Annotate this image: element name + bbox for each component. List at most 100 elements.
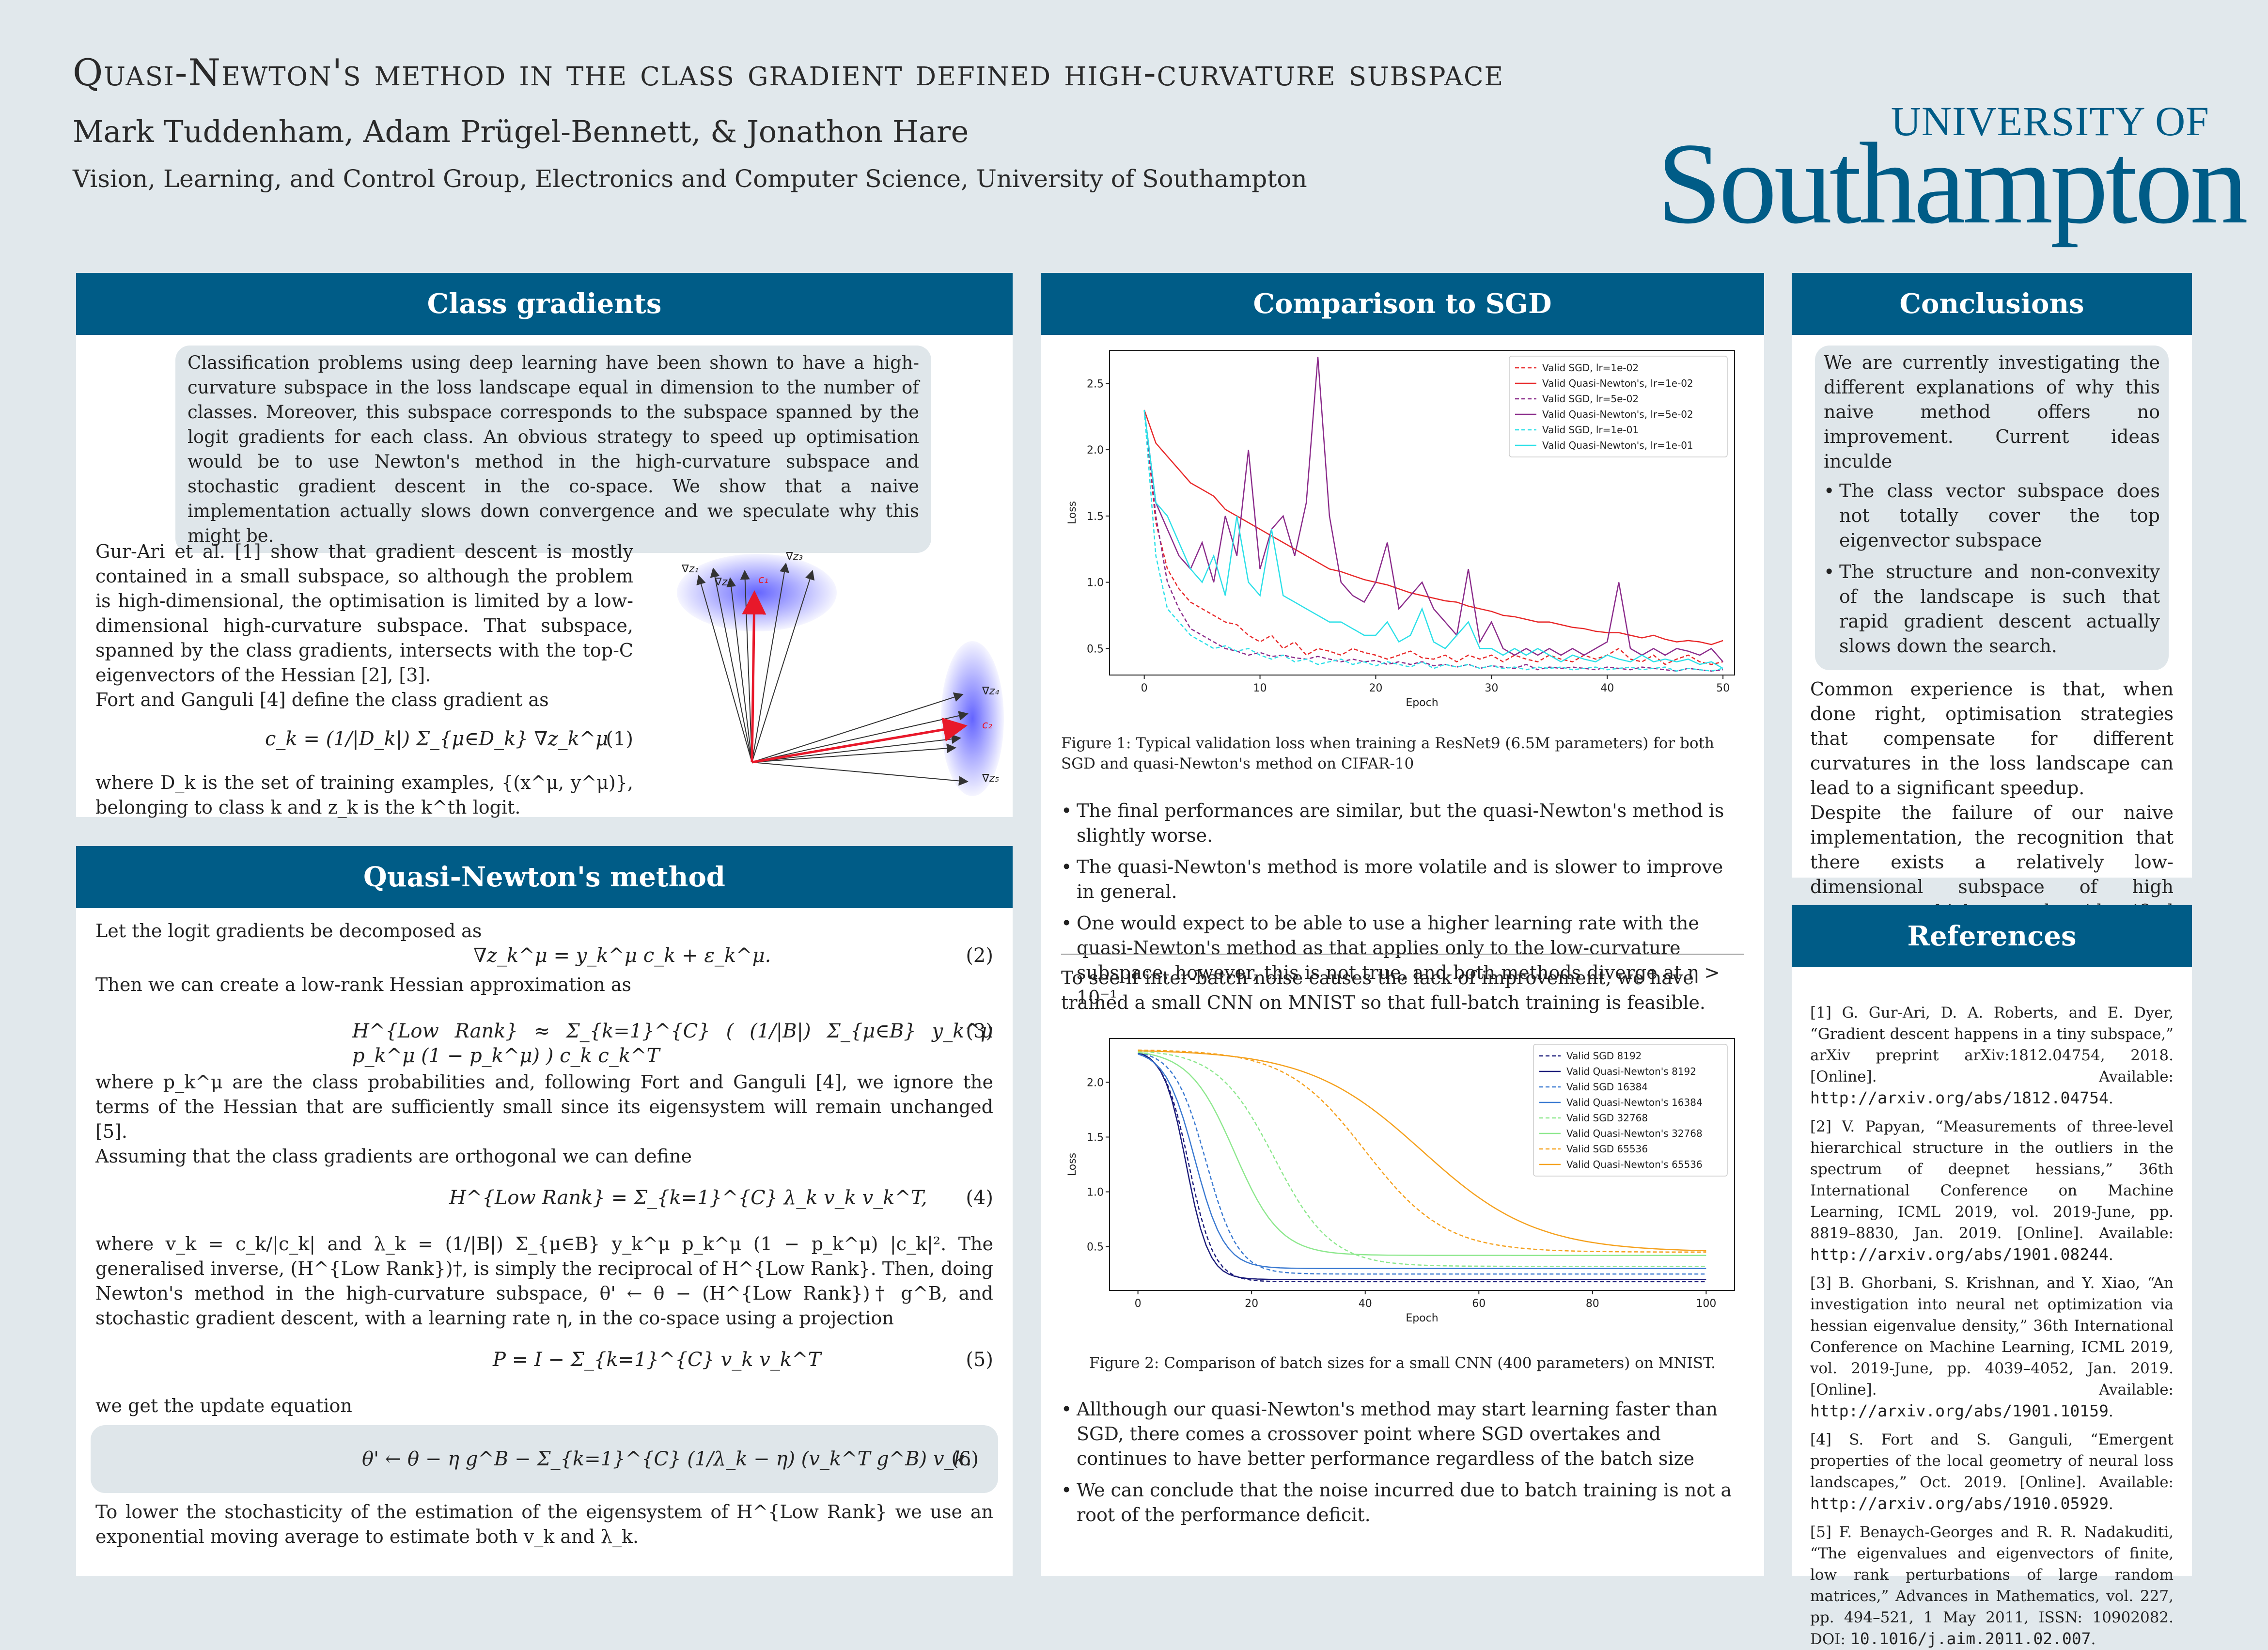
comparison-heading: Comparison to SGD (1041, 273, 1764, 335)
conclusions-box: We are currently investigating the diffe… (1815, 346, 2169, 670)
y-tick-label: 1.5 (1087, 511, 1104, 523)
x-tick-label: 40 (1600, 682, 1614, 694)
y-tick-label: 1.0 (1087, 577, 1104, 589)
fig-label: ∇z₅ (982, 772, 999, 785)
y-tick-label: 1.0 (1087, 1187, 1104, 1199)
reference-link[interactable]: http://arxiv.org/abs/1812.04754 (1810, 1088, 2109, 1107)
paragraph: Gur-Ari et al. [1] show that gradient de… (95, 541, 633, 686)
comparison-panel: Comparison to SGD 0 10 20 30 40 50 0.5 1.0 1.5 2.… (1041, 273, 1764, 1576)
paragraph: Fort and Ganguli [4] define the class gr… (95, 689, 549, 710)
y-tick-label: 2.0 (1087, 1077, 1104, 1089)
paragraph: Let the logit gradients be decomposed as (95, 920, 482, 942)
series-line (1138, 1052, 1706, 1280)
x-tick-label: 0 (1135, 1298, 1142, 1310)
bullet-item: We can conclude that the noise incurred … (1061, 1478, 1744, 1527)
logo-southampton: Southampton (1657, 119, 2248, 248)
equation-5-number: (5) (966, 1349, 993, 1371)
logo-university-of: UNIVERSITY OF (1891, 98, 2209, 144)
box-text: We are currently investigating the diffe… (1824, 352, 2160, 472)
abstract-text: Classification problems using deep learn… (188, 352, 919, 546)
legend-entry: Valid Quasi-Newton's 16384 (1566, 1097, 1703, 1108)
equation-5: P = I − Σ_{k=1}^{C} v_k v_k^T (493, 1349, 821, 1371)
equation-6: θ' ← θ − η g^B − Σ_{k=1}^{C} (1/λ_k − η)… (362, 1448, 972, 1470)
reference-link[interactable]: http://arxiv.org/abs/1901.10159 (1810, 1401, 2109, 1420)
y-tick-label: 2.5 (1087, 378, 1104, 390)
paragraph: where v_k = c_k/|c_k| and λ_k = (1/|B|) … (95, 1233, 993, 1329)
x-axis-label: Epoch (1406, 1312, 1438, 1324)
chart-cnn-mnist: 0 20 40 60 80 100 0.5 1.0 1.5 2.0 Epoch Loss Valid S… (1066, 1038, 1735, 1324)
paragraph: where p_k^μ are the class probabilities … (95, 1071, 993, 1142)
gradient-arrow (751, 692, 964, 763)
gradient-arrow (726, 577, 752, 763)
reference-link[interactable]: 10.1016/j.aim.2011.02.007 (1850, 1629, 2091, 1648)
class-cluster-1 (677, 554, 837, 631)
series-line (1138, 1053, 1706, 1270)
series-line (1143, 409, 1723, 672)
class-gradient-figure: ∇z₁ ∇z₂ ∇z₃ c₁ ∇z₄ ∇z₅ c₂ (677, 550, 1004, 796)
class-gradients-text: Gur-Ari et al. [1] show that gradient de… (95, 539, 633, 820)
reference-link[interactable]: http://arxiv.org/abs/1901.08244 (1810, 1245, 2109, 1264)
reference-item: [1] G. Gur-Ari, D. A. Roberts, and E. Dy… (1810, 1004, 2174, 1107)
legend-box (1533, 1044, 1728, 1177)
y-tick-label: 1.5 (1087, 1131, 1104, 1144)
reference-item: [2] V. Papyan, “Measurements of three-le… (1810, 1118, 2174, 1264)
legend-entry: Valid SGD 8192 (1566, 1050, 1642, 1062)
divider (1061, 954, 1744, 955)
series-line (1138, 1052, 1706, 1275)
x-tick-label: 50 (1716, 682, 1730, 694)
y-tick-label: 0.5 (1087, 1241, 1104, 1254)
y-tick-label: 2.0 (1087, 444, 1104, 456)
equation-3: H^{Low Rank} ≈ Σ_{k=1}^{C} ( (1/|B|) Σ_{… (352, 1020, 993, 1067)
fig-label: c₁ (758, 574, 768, 586)
series-line (1138, 1052, 1706, 1256)
class-gradients-panel: Class gradients Classification problems … (76, 273, 1013, 820)
paragraph: we get the update equation (95, 1395, 352, 1416)
equation-2: ∇z_k^μ = y_k^μ c_k + ε_k^μ. (473, 944, 771, 967)
conclusions-panel: Conclusions We are currently investigati… (1792, 273, 2192, 996)
x-tick-label: 60 (1472, 1298, 1486, 1310)
poster-affiliation: Vision, Learning, and Control Group, Ele… (73, 165, 1307, 193)
x-tick-label: 10 (1253, 682, 1267, 694)
equation-1: c_k = (1/|D_k|) Σ_{μ∈D_k} ∇z_k^μ (265, 728, 609, 750)
reference-link[interactable]: http://arxiv.org/abs/1910.05929 (1810, 1494, 2109, 1513)
paragraph: To lower the stochasticity of the estima… (95, 1501, 993, 1547)
gradient-arrow (751, 570, 815, 763)
legend-box (1509, 356, 1728, 457)
class-cluster-2 (941, 641, 1004, 796)
bullet-item: The quasi-Newton's method is more volati… (1061, 855, 1744, 904)
university-logo: UNIVERSITY OF Southampton (1657, 97, 2248, 248)
gradient-arrow (751, 743, 956, 763)
y-axis-label: Loss (1066, 501, 1079, 524)
equation-3-number: (3) (966, 1020, 993, 1042)
gradient-arrow (751, 711, 969, 763)
equation-2-number: (2) (966, 944, 993, 967)
x-tick-label: 20 (1245, 1298, 1258, 1310)
paragraph: Assuming that the class gradients are or… (95, 1146, 692, 1167)
plot-frame (1109, 350, 1735, 676)
x-tick-label: 30 (1485, 682, 1498, 694)
equation-1-number: (1) (606, 728, 633, 750)
gradient-arrow (751, 563, 789, 763)
quasi-newton-heading: Quasi-Newton's method (76, 846, 1013, 908)
x-tick-label: 80 (1586, 1298, 1599, 1310)
y-tick-label: 0.5 (1087, 643, 1104, 655)
quasi-newton-panel: Quasi-Newton's method Let the logit grad… (76, 846, 1013, 1576)
fig-label: ∇z₁ (681, 563, 699, 575)
equation-4: H^{Low Rank} = Σ_{k=1}^{C} λ_k v_k v_k^T… (449, 1187, 927, 1209)
chart-resnet9-cifar10: 0 10 20 30 40 50 0.5 1.0 1.5 2.0 2.5 Epoch Loss Valid… (1066, 350, 1735, 709)
reference-item: [5] F. Benaych-Georges and R. R. Nadakud… (1810, 1524, 2174, 1648)
legend-entry: Valid SGD 65536 (1566, 1143, 1648, 1155)
legend-entry: Valid Quasi-Newton's 8192 (1566, 1066, 1696, 1077)
poster-authors: Mark Tuddenham, Adam Prügel-Bennett, & J… (73, 114, 969, 149)
figure-2-caption: Figure 2: Comparison of batch sizes for … (1089, 1354, 1716, 1372)
fig-label: c₂ (982, 719, 992, 731)
x-tick-label: 20 (1369, 682, 1382, 694)
x-tick-label: 0 (1141, 682, 1148, 694)
legend-entry: Valid Quasi-Newton's, lr=1e-02 (1542, 377, 1693, 389)
abstract-box: Classification problems using deep learn… (175, 346, 931, 553)
paragraph: Common experience is that, when done rig… (1810, 678, 2174, 799)
references-heading: References (1792, 905, 2192, 967)
series-line (1143, 409, 1723, 665)
bullet-item: One would expect to be able to use a hig… (1061, 911, 1744, 1010)
reference-item: [4] S. Fort and S. Ganguli, “Emergent pr… (1810, 1431, 2174, 1513)
